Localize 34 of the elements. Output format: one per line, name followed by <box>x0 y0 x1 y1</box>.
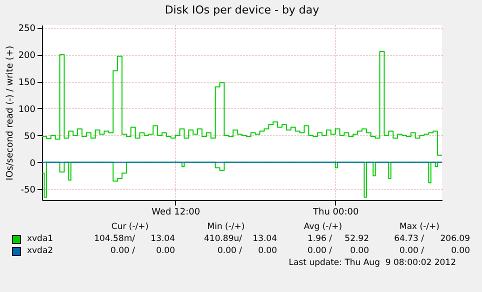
text: 0.00 / <box>398 246 424 257</box>
text: 206.09 <box>439 234 470 245</box>
x-tick-label: Wed 12:00 <box>152 208 200 218</box>
text: 104.58m/ <box>93 234 135 245</box>
text: 0.00 / <box>306 246 332 257</box>
y-tick-label: 100 <box>18 104 36 115</box>
text: 52.92 <box>344 234 369 245</box>
text: 64.73 / <box>393 234 424 245</box>
y-tick-label: 150 <box>18 78 36 88</box>
y-tick-label: 50 <box>24 132 36 142</box>
x-tick-label: Thu 00:00 <box>312 208 359 218</box>
text: Avg (-/+) <box>302 222 344 233</box>
text: Last update: Thu Aug 9 08:00:02 2012 <box>288 258 457 269</box>
text: Max (-/+) <box>398 222 440 233</box>
legend-label: xvda1 <box>27 234 54 245</box>
y-tick-label: 250 <box>18 24 36 34</box>
text: 0.00 <box>155 246 175 257</box>
chart-title: Disk IOs per device - by day <box>164 4 320 17</box>
text: 410.89u/ <box>203 234 242 245</box>
text: 0.00 / <box>216 246 242 257</box>
text: Cur (-/+) <box>110 222 150 233</box>
text: 1.96 / <box>306 234 332 245</box>
y-tick-label: 0 <box>30 158 36 169</box>
text: 0.00 <box>349 246 369 257</box>
legend-label: xvda2 <box>27 246 54 257</box>
text: 0.00 <box>257 246 277 257</box>
text: 13.04 <box>252 234 277 245</box>
y-axis-title: IOs/second read (-) / write (+) <box>5 46 16 180</box>
text: Min (-/+) <box>206 222 246 233</box>
text: 0.00 <box>450 246 470 257</box>
text: 0.00 / <box>110 246 135 257</box>
y-tick-label: -50 <box>20 186 36 196</box>
y-tick-label: 200 <box>18 51 36 62</box>
text: 13.04 <box>150 234 175 245</box>
